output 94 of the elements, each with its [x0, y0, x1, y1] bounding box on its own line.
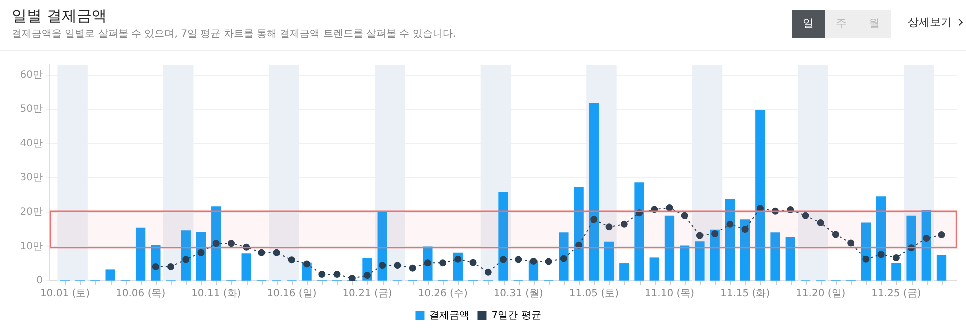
point	[938, 232, 946, 239]
point	[228, 240, 235, 248]
bar	[786, 237, 796, 281]
bar	[695, 242, 705, 281]
y-tick-label: 50만	[20, 104, 43, 116]
x-tick-label: 11.05 (토)	[569, 288, 620, 300]
legend-label: 결제금액	[430, 310, 470, 322]
bar	[725, 199, 736, 281]
point	[712, 230, 719, 238]
bar	[498, 192, 508, 281]
bar	[936, 254, 947, 281]
bar	[740, 220, 750, 281]
y-tick-label: 40만	[20, 138, 43, 150]
point	[394, 262, 402, 270]
y-tick-label: 0	[36, 276, 43, 287]
y-tick-label: 30만	[20, 172, 43, 184]
bar	[906, 216, 916, 281]
point	[500, 256, 507, 264]
x-tick-label: 10.11 (화)	[192, 288, 242, 300]
point	[273, 249, 280, 256]
point	[454, 256, 462, 263]
x-tick-label: 10.16 (일)	[267, 288, 317, 300]
point	[318, 270, 326, 278]
bar	[650, 258, 660, 281]
bar	[680, 246, 690, 281]
bar	[892, 263, 902, 281]
point	[198, 249, 205, 256]
bar	[574, 187, 584, 281]
x-tick-label: 10.31 (월)	[494, 288, 544, 300]
bar	[664, 216, 675, 281]
point	[545, 258, 552, 266]
bar	[634, 182, 644, 281]
point	[606, 224, 613, 231]
point	[923, 234, 930, 242]
point	[470, 259, 477, 266]
x-tick-label: 10.01 (토)	[40, 288, 90, 300]
bar	[620, 264, 630, 281]
point	[848, 240, 855, 247]
bar	[378, 212, 388, 281]
x-tick-label: 11.10 (목)	[644, 288, 695, 300]
bar	[136, 228, 146, 281]
x-tick-label: 11.15 (화)	[720, 288, 770, 300]
point	[756, 205, 764, 212]
bar	[604, 242, 614, 281]
point	[334, 270, 341, 278]
point	[530, 258, 538, 265]
x-tick-label: 11.20 (일)	[796, 288, 846, 300]
point	[515, 256, 522, 264]
point	[681, 212, 688, 220]
bar	[876, 196, 886, 281]
point	[364, 272, 371, 280]
point	[862, 256, 870, 263]
legend-label: 7일간 평균	[492, 310, 542, 322]
chart-title: 일별 결제금액	[12, 7, 107, 26]
point	[212, 240, 220, 248]
x-tick-label: 10.21 (금)	[342, 288, 392, 300]
point	[666, 204, 674, 212]
point	[892, 254, 900, 262]
point	[304, 260, 311, 268]
point	[878, 251, 885, 258]
point	[590, 216, 598, 224]
y-tick-label: 20만	[20, 207, 43, 218]
text: 일	[792, 10, 825, 38]
point	[424, 260, 432, 267]
point	[802, 212, 810, 220]
point	[288, 256, 296, 264]
point	[817, 220, 824, 227]
point	[560, 255, 568, 262]
point	[696, 232, 704, 240]
bar	[242, 254, 252, 281]
point	[832, 231, 840, 238]
point	[440, 260, 447, 267]
bar	[861, 222, 872, 281]
point	[258, 249, 266, 256]
x-tick-label: 10.06 (목)	[116, 288, 166, 300]
point	[348, 275, 356, 281]
point	[726, 220, 734, 228]
point	[152, 263, 160, 270]
x-tick-label: 10.26 (수)	[418, 288, 468, 300]
point	[379, 262, 386, 270]
point	[742, 226, 749, 234]
point	[168, 263, 175, 270]
y-tick-label: 60만	[20, 70, 43, 81]
point	[182, 256, 190, 264]
y-tick-label: 10만	[20, 241, 43, 252]
bar	[770, 232, 780, 281]
point	[620, 220, 628, 228]
text: 상세보기	[908, 15, 952, 30]
point	[409, 264, 416, 272]
chart-subtitle: 결제금액을 일별로 살펴볼 수 있으며, 7일 평균 차트를 통해 결제금액 트렌드를 살펴볼 수 있습니다.	[12, 28, 456, 41]
point	[484, 268, 492, 276]
x-tick-label: 11.25 (금)	[872, 288, 922, 300]
bar	[106, 270, 116, 281]
bar	[756, 110, 766, 281]
